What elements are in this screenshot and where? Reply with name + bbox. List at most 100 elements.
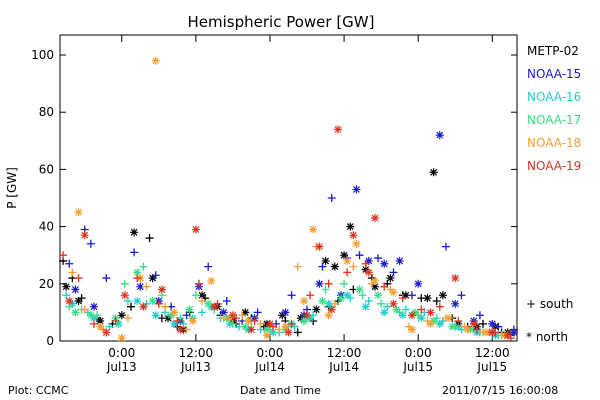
x-tick-label-date: Jul15 [476, 360, 507, 374]
point-noaa-17-north [71, 308, 80, 317]
point-noaa-19-south [343, 268, 352, 277]
point-noaa-16-north [133, 296, 142, 305]
point-noaa-19-south [173, 316, 182, 325]
x-tick-label-date: Jul13 [106, 360, 137, 374]
point-noaa-17-north [204, 299, 213, 308]
marker-label-north: north [535, 330, 569, 344]
point-noaa-19-north [247, 325, 256, 334]
point-noaa-15-north [435, 131, 444, 140]
point-noaa-17-south [139, 262, 148, 271]
point-noaa-17-south [191, 291, 200, 300]
point-noaa-19-south [435, 302, 444, 311]
point-noaa-19-south [417, 305, 426, 314]
point-noaa-17-north [133, 268, 142, 277]
point-noaa-19-north [469, 319, 478, 328]
x-tick-label-date: Jul13 [180, 360, 211, 374]
point-noaa-15-south [494, 322, 503, 331]
point-noaa-19-south [398, 294, 407, 303]
point-metp-02-north [386, 274, 395, 283]
x-tick-label-date: Jul15 [402, 360, 433, 374]
point-noaa-18-south [123, 314, 132, 323]
x-tick-label-date: Jul14 [254, 360, 285, 374]
point-noaa-17-south [340, 279, 349, 288]
point-noaa-15-south [86, 239, 95, 248]
footer-plot-credit: Plot: CCMC [8, 384, 69, 397]
point-noaa-15-north [364, 256, 373, 265]
point-metp-02-north [198, 291, 207, 300]
point-metp-02-north [346, 222, 355, 231]
point-metp-02-south [479, 319, 488, 328]
x-tick-label-date: Jul14 [328, 360, 359, 374]
chart-title: Hemispheric Power [GW] [188, 13, 375, 31]
point-noaa-18-north [370, 276, 379, 285]
y-axis: 0 20 40 60 80 100 [31, 48, 517, 348]
point-noaa-17-north [448, 322, 457, 331]
point-noaa-19-north [284, 328, 293, 337]
point-metp-02-south [432, 296, 441, 305]
point-noaa-18-north [170, 308, 179, 317]
x-tick-label-time: 0:00 [256, 346, 283, 360]
point-noaa-19-south [361, 259, 370, 268]
point-noaa-16-north [269, 328, 278, 337]
point-noaa-17-north [392, 305, 401, 314]
point-metp-02-north [330, 262, 339, 271]
point-noaa-18-south [68, 268, 77, 277]
plot-frame-box [59, 34, 518, 342]
data-points [59, 56, 518, 343]
point-noaa-16-north [417, 314, 426, 323]
point-noaa-15-south [65, 259, 74, 268]
point-metp-02-north [117, 311, 126, 320]
point-noaa-16-south [179, 319, 188, 328]
marker-symbol-south: + [526, 297, 537, 311]
point-metp-02-north [429, 168, 438, 177]
point-noaa-17-north [241, 322, 250, 331]
point-noaa-19-south [287, 319, 296, 328]
point-noaa-17-south [377, 299, 386, 308]
marker-legend-south: + south [526, 297, 573, 311]
point-metp-02-north [321, 256, 330, 265]
point-noaa-16-north [343, 291, 352, 300]
marker-label-south: south [539, 297, 574, 311]
point-noaa-15-north [352, 185, 361, 194]
point-noaa-19-north [315, 242, 324, 251]
legend-item-noaa-16: NOAA-16 [527, 90, 582, 104]
point-noaa-19-north [389, 299, 398, 308]
x-axis: 0:00Jul1312:00Jul130:00Jul1412:00Jul140:… [106, 35, 510, 374]
point-noaa-18-south [238, 311, 247, 320]
point-metp-02-north [241, 308, 250, 317]
point-metp-02-north [340, 251, 349, 260]
point-noaa-16-south [62, 291, 71, 300]
point-noaa-15-south [475, 311, 484, 320]
point-noaa-18-north [117, 334, 126, 343]
point-noaa-17-south [358, 291, 367, 300]
point-noaa-18-north [281, 322, 290, 331]
point-noaa-15-north [451, 299, 460, 308]
legend-item-noaa-15: NOAA-15 [527, 67, 582, 81]
y-tick-label: 100 [31, 48, 54, 62]
point-noaa-16-north [151, 311, 160, 320]
y-tick-label: 80 [39, 105, 54, 119]
point-noaa-19-north [265, 319, 274, 328]
y-tick-label: 40 [39, 220, 54, 234]
point-noaa-19-north [80, 231, 89, 240]
point-noaa-18-north [389, 288, 398, 297]
point-noaa-18-north [408, 325, 417, 334]
point-noaa-19-south [250, 316, 259, 325]
point-metp-02-north [423, 294, 432, 303]
point-noaa-18-north [309, 225, 318, 234]
point-noaa-16-north [435, 319, 444, 328]
point-noaa-15-north [136, 282, 145, 291]
point-metp-02-north [74, 296, 83, 305]
point-noaa-16-north [324, 299, 333, 308]
point-metp-02-south [145, 234, 154, 243]
point-noaa-15-north [380, 259, 389, 268]
point-noaa-18-north [96, 322, 105, 331]
point-noaa-15-north [509, 328, 518, 337]
point-noaa-18-north [445, 314, 454, 323]
point-noaa-17-north [355, 285, 364, 294]
point-metp-02-north [312, 305, 321, 314]
y-axis-label: P [GW] [5, 167, 19, 209]
point-noaa-15-south [253, 308, 262, 317]
point-noaa-18-north [343, 256, 352, 265]
